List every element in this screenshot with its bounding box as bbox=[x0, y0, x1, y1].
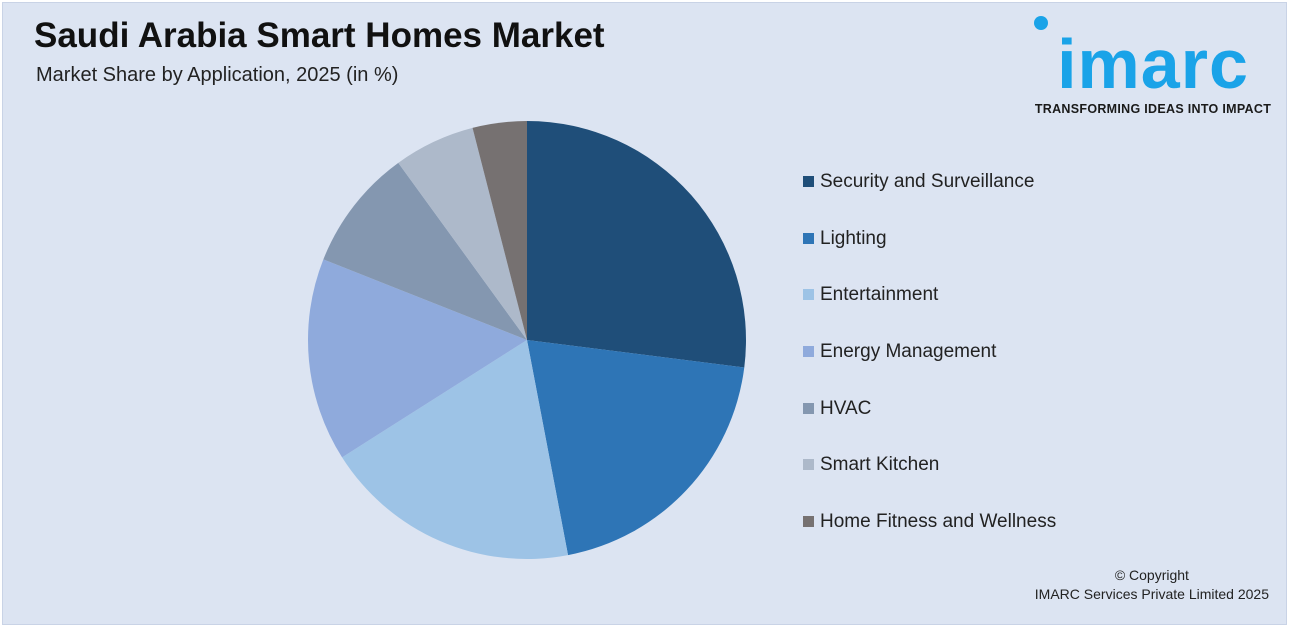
legend-label: Entertainment bbox=[820, 284, 939, 306]
legend-swatch bbox=[803, 232, 814, 244]
legend-label: Smart Kitchen bbox=[820, 454, 940, 476]
legend-item-energy-management: Energy Management bbox=[803, 338, 1056, 395]
pie-slice-lighting bbox=[527, 340, 745, 556]
chart-subtitle: Market Share by Application, 2025 (in %) bbox=[36, 64, 399, 86]
chart-title: Saudi Arabia Smart Homes Market bbox=[34, 16, 605, 55]
legend-item-hvac: HVAC bbox=[803, 395, 1056, 452]
logo-tagline: TRANSFORMING IDEAS INTO IMPACT bbox=[1034, 102, 1272, 116]
pie-slice-entertainment bbox=[342, 340, 569, 560]
legend-item-entertainment: Entertainment bbox=[803, 281, 1056, 338]
legend-label: Lighting bbox=[820, 227, 887, 249]
legend-swatch bbox=[803, 289, 814, 301]
pie-slice-energy-management bbox=[307, 259, 527, 458]
copyright-line-1: © Copyright bbox=[1114, 567, 1189, 583]
legend-swatch bbox=[803, 459, 814, 471]
legend-label: Home Fitness and Wellness bbox=[820, 511, 1057, 533]
legend-swatch bbox=[803, 402, 814, 414]
legend-swatch bbox=[803, 346, 814, 358]
legend-swatch bbox=[803, 176, 814, 187]
pie-slice-home-fitness-and-wellness bbox=[472, 121, 527, 340]
legend-item-smart-kitchen: Smart Kitchen bbox=[803, 451, 1056, 508]
legend-label: HVAC bbox=[820, 397, 872, 419]
legend-item-home-fitness-and-wellness: Home Fitness and Wellness bbox=[803, 508, 1056, 565]
copyright-line-2: IMARC Services Private Limited 2025 bbox=[1034, 586, 1269, 602]
legend-label: Security and Surveillance bbox=[820, 171, 1035, 192]
copyright-notice: © Copyright IMARC Services Private Limit… bbox=[1035, 566, 1269, 604]
pie-slice-smart-kitchen bbox=[398, 127, 527, 340]
logo-dot bbox=[1034, 16, 1048, 30]
chart-legend: Security and Surveillance Lighting Enterta… bbox=[803, 168, 1056, 565]
imarc-logo: imarc TRANSFORMING IDEAS INTO IMPACT bbox=[1028, 14, 1278, 122]
legend-item-security-and-surveillance: Security and Surveillance bbox=[803, 168, 1056, 225]
legend-swatch bbox=[803, 516, 814, 528]
pie-slice-hvac bbox=[323, 162, 527, 340]
legend-label: Energy Management bbox=[820, 341, 997, 363]
logo-wordmark: imarc bbox=[1057, 25, 1249, 103]
pie-slice-security-and-surveillance bbox=[527, 121, 746, 368]
pie-slices bbox=[307, 121, 746, 560]
legend-item-lighting: Lighting bbox=[803, 225, 1056, 282]
